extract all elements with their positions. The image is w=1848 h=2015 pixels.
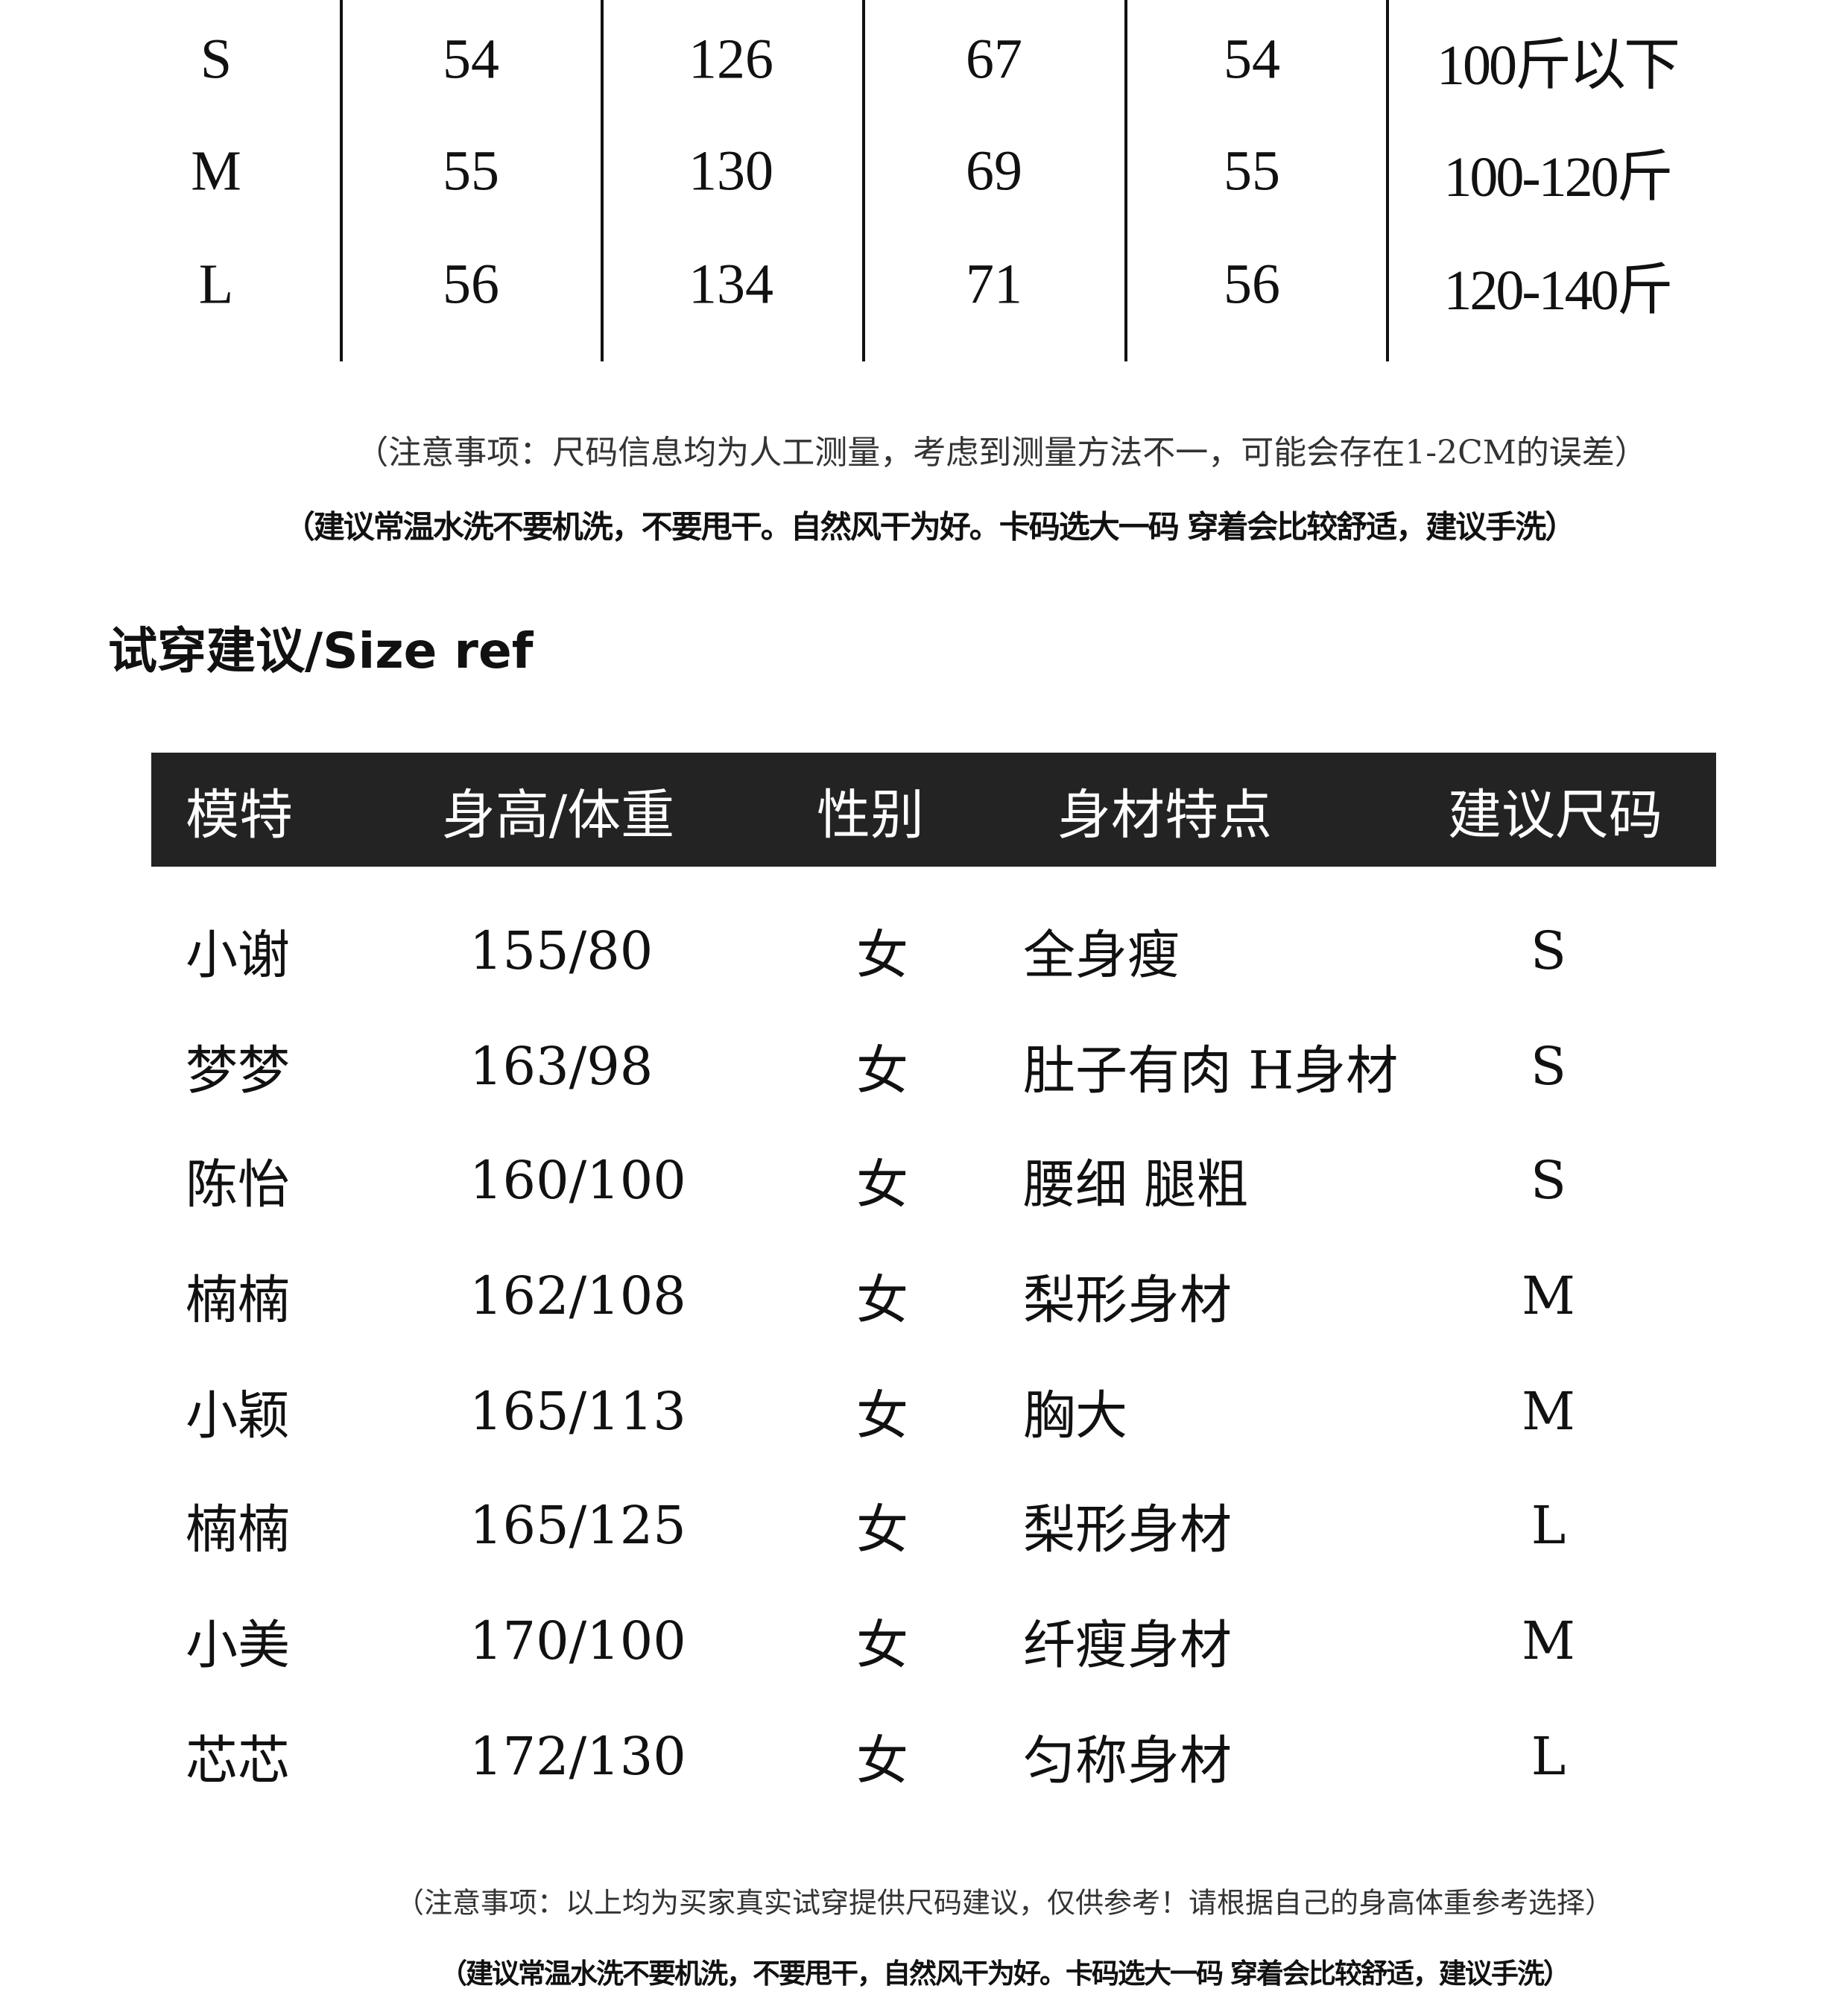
column-divider [862,0,865,361]
model-name: 芯芯 [186,1730,290,1791]
gender: 女 [856,1269,908,1331]
header-model: 模特 [186,783,294,846]
height-weight: 155/80 [469,920,654,981]
size-table-cell: 100斤以下 [1437,34,1680,97]
body-type: 全身瘦 [1023,924,1180,986]
header-body-type: 身材特点 [1057,783,1273,846]
gender: 女 [856,924,908,986]
model-name: 小美 [186,1614,290,1676]
gender: 女 [856,1499,908,1560]
height-weight: 160/100 [469,1150,686,1211]
gender: 女 [856,1730,908,1791]
height-weight: 165/113 [469,1381,686,1442]
gender: 女 [856,1385,908,1446]
suggested-size: S [1531,1036,1566,1097]
suggested-size: M [1522,1610,1575,1671]
body-type: 胸大 [1023,1385,1127,1446]
model-name: 楠楠 [186,1499,290,1560]
size-table-cell: 126 [689,28,773,91]
body-type: 肚子有肉 H身材 [1023,1040,1399,1101]
suggested-size: L [1531,1726,1566,1787]
measure-note: （注意事项：尺码信息均为人工测量，考虑到测量方法不一，可能会存在1-2CM的误差… [355,434,1648,472]
model-name: 陈怡 [186,1154,290,1215]
body-type: 匀称身材 [1023,1730,1232,1791]
size-table-cell: 55 [443,139,499,203]
header-height-weight: 身高/体重 [441,783,675,846]
suggested-size: S [1531,920,1566,981]
gender: 女 [856,1154,908,1215]
height-weight: 165/125 [469,1495,686,1556]
column-divider [340,0,343,361]
model-name: 小谢 [186,924,290,986]
column-divider [1386,0,1389,361]
column-divider [1124,0,1127,361]
ref-note: （注意事项：以上均为买家真实试穿提供尺码建议，仅供参考！请根据自己的身高体重参考… [395,1886,1614,1920]
model-name: 楠楠 [186,1269,290,1331]
wash-note-bottom: （建议常温水洗不要机洗，不要甩干，自然风干为好。卡码选大一码 穿着会比较舒适，建… [440,1958,1571,1990]
height-weight: 163/98 [469,1036,654,1097]
size-table-cell: 100-120斤 [1443,146,1673,209]
size-table-cell: 55 [1224,139,1280,203]
suggested-size: M [1522,1381,1575,1442]
size-table-cell: 120-140斤 [1443,259,1673,322]
suggested-size: M [1522,1265,1575,1326]
size-table-cell: 56 [443,253,499,316]
model-name: 梦梦 [186,1040,290,1101]
body-type: 腰细 腿粗 [1023,1154,1249,1215]
size-table-cell: 54 [1224,28,1280,91]
section-title: 试穿建议/Size ref [108,622,534,680]
size-table-cell: 67 [966,28,1022,91]
body-type: 梨形身材 [1023,1269,1232,1331]
size-table-cell: S [200,28,232,91]
size-table-cell: 130 [689,139,773,203]
height-weight: 170/100 [469,1610,686,1671]
gender: 女 [856,1040,908,1101]
size-table-cell: 134 [689,253,773,316]
height-weight: 162/108 [469,1265,686,1326]
suggested-size: S [1531,1150,1566,1211]
header-gender: 性别 [816,783,925,846]
gender: 女 [856,1614,908,1676]
body-type: 梨形身材 [1023,1499,1232,1560]
header-suggested-size: 建议尺码 [1447,783,1663,846]
size-table-cell: 71 [966,253,1022,316]
column-divider [601,0,604,361]
size-table-cell: L [198,253,234,316]
wash-note: （建议常温水洗不要机洗，不要甩干。自然风干为好。卡码选大一码 穿着会比较舒适，建… [283,508,1577,545]
model-name: 小颖 [186,1385,290,1446]
suggested-size: L [1531,1495,1566,1556]
height-weight: 172/130 [469,1726,686,1787]
size-table-cell: 56 [1224,253,1280,316]
size-table-cell: M [191,139,241,203]
size-table-cell: 54 [443,28,499,91]
body-type: 纤瘦身材 [1023,1614,1232,1676]
size-table-cell: 69 [966,139,1022,203]
ref-table-header: 模特 身高/体重 性别 身材特点 建议尺码 [151,753,1716,867]
